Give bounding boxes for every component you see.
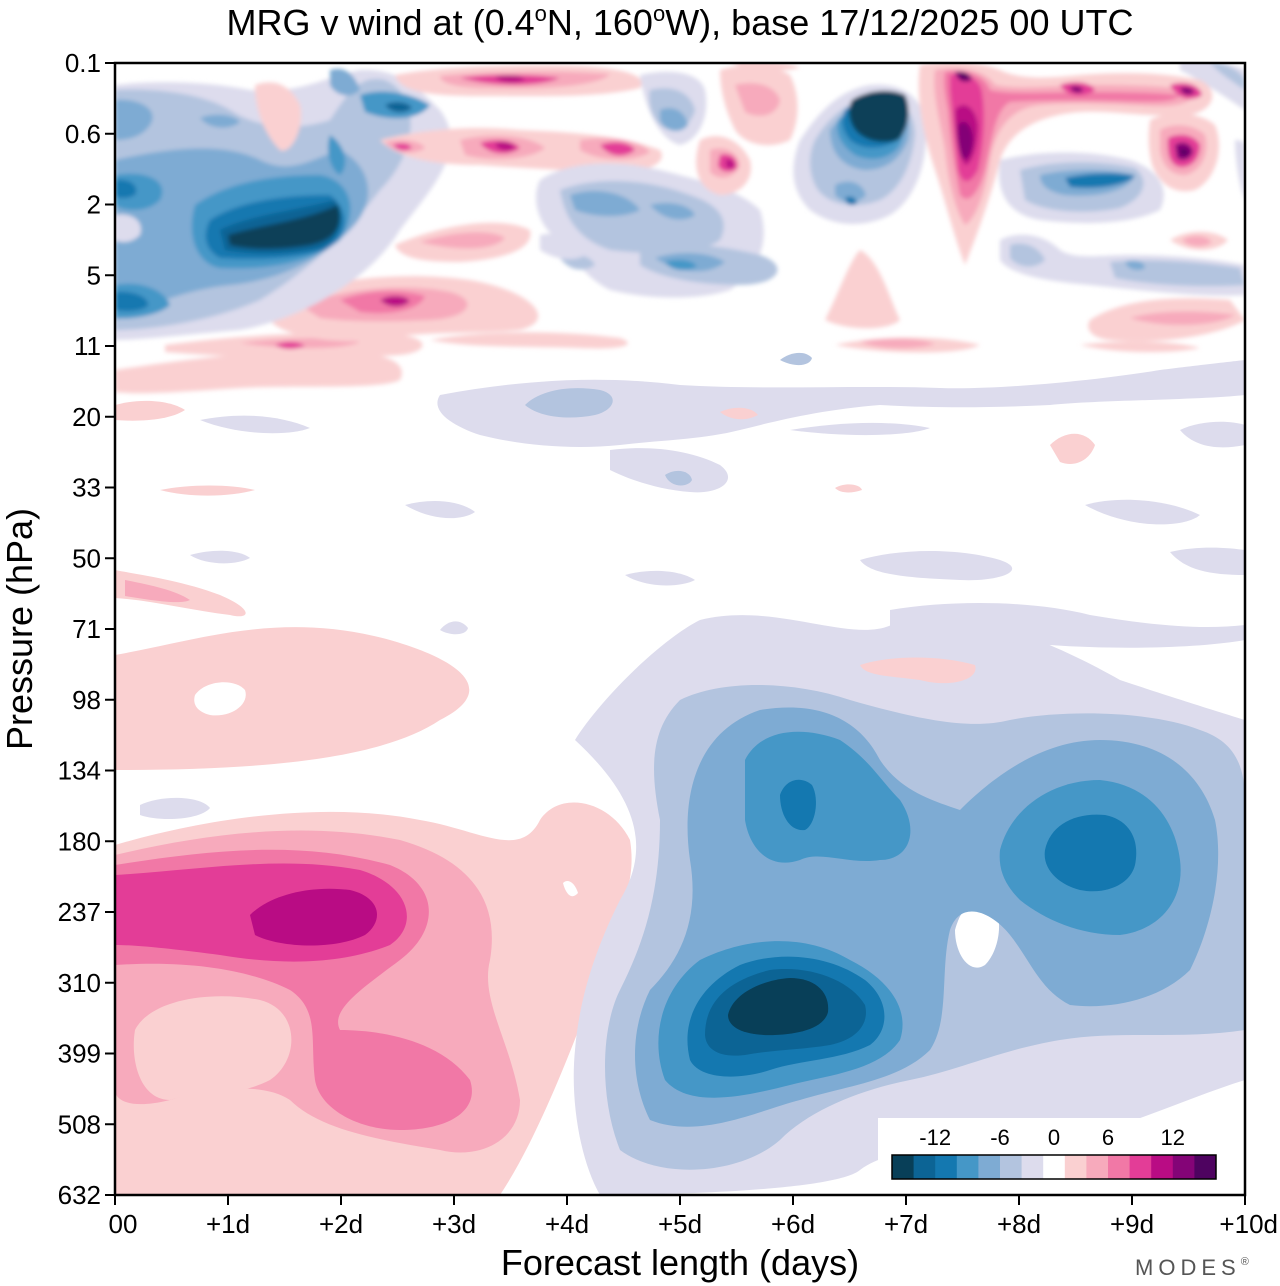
y-tick-label: 134	[58, 756, 101, 786]
x-axis: 00 +1d +2d +3d +4d +5d +6d +7d +8d +9d +10d	[109, 1195, 1278, 1239]
colorbar-swatch	[1064, 1155, 1087, 1179]
colorbar-label: 6	[1102, 1125, 1114, 1150]
colorbar-label: -12	[919, 1125, 951, 1150]
x-tick-label: 00	[109, 1209, 138, 1239]
colorbar-swatch	[892, 1155, 915, 1179]
colorbar-label: 12	[1161, 1125, 1185, 1150]
y-axis-title: Pressure (hPa)	[0, 508, 40, 750]
chart-title: MRG v wind at (0.4oN, 160oW), base 17/12…	[227, 1, 1134, 43]
y-tick-label: 399	[58, 1039, 101, 1069]
colorbar-swatch	[913, 1155, 936, 1179]
y-tick-label: 0.1	[65, 48, 101, 78]
x-tick-label: +1d	[206, 1209, 250, 1239]
colorbar-swatch	[1021, 1155, 1044, 1179]
y-tick-label: 508	[58, 1109, 101, 1139]
y-tick-label: 310	[58, 968, 101, 998]
y-tick-label: 180	[58, 826, 101, 856]
y-tick-label: 11	[74, 331, 101, 361]
colorbar-swatch	[1086, 1155, 1109, 1179]
x-tick-label: +5d	[658, 1209, 702, 1239]
contour-field	[115, 63, 1245, 1195]
x-axis-title: Forecast length (days)	[501, 1242, 859, 1283]
x-tick-label: +9d	[1110, 1209, 1154, 1239]
y-tick-label: 33	[72, 473, 101, 503]
y-tick-label: 98	[72, 685, 101, 715]
colorbar: -12 -6 0 6 12	[878, 1118, 1234, 1190]
y-axis: 0.1 0.6 2 5 11 20 33 50 71 98 134 180 237 310 399 508 63…	[58, 48, 115, 1210]
colorbar-swatch	[1151, 1155, 1174, 1179]
x-tick-label: +6d	[771, 1209, 815, 1239]
colorbar-swatch	[1108, 1155, 1131, 1179]
y-tick-label: 0.6	[65, 119, 101, 149]
colorbar-label: 0	[1048, 1125, 1060, 1150]
x-tick-label: +7d	[884, 1209, 928, 1239]
negative-lobe-lower	[140, 614, 1245, 1195]
modes-watermark: MODES®	[1135, 1255, 1249, 1280]
y-tick-label: 632	[58, 1180, 101, 1210]
y-tick-label: 20	[72, 402, 101, 432]
y-tick-label: 237	[58, 897, 101, 927]
colorbar-swatch	[978, 1155, 1001, 1179]
mid-level-patches	[115, 352, 1245, 982]
colorbar-swatch	[1194, 1155, 1217, 1179]
x-tick-label: +2d	[319, 1209, 363, 1239]
positive-lobe-lower	[115, 570, 632, 1195]
colorbar-swatch	[935, 1155, 958, 1179]
x-tick-label: +3d	[432, 1209, 476, 1239]
colorbar-swatch	[956, 1155, 979, 1179]
colorbar-frame	[891, 1154, 1217, 1180]
colorbar-swatch	[1129, 1155, 1152, 1179]
x-tick-label: +10d	[1219, 1209, 1278, 1239]
y-tick-label: 71	[72, 614, 101, 644]
y-tick-label: 5	[87, 260, 101, 290]
colorbar-swatch	[1172, 1155, 1195, 1179]
colorbar-swatch	[1000, 1155, 1023, 1179]
x-tick-label: +4d	[545, 1209, 589, 1239]
y-tick-label: 2	[87, 190, 101, 220]
colorbar-label: -6	[990, 1125, 1010, 1150]
x-tick-label: +8d	[997, 1209, 1041, 1239]
colorbar-swatch	[1043, 1155, 1066, 1179]
stratospheric-band	[115, 63, 1245, 394]
y-tick-label: 50	[72, 543, 101, 573]
